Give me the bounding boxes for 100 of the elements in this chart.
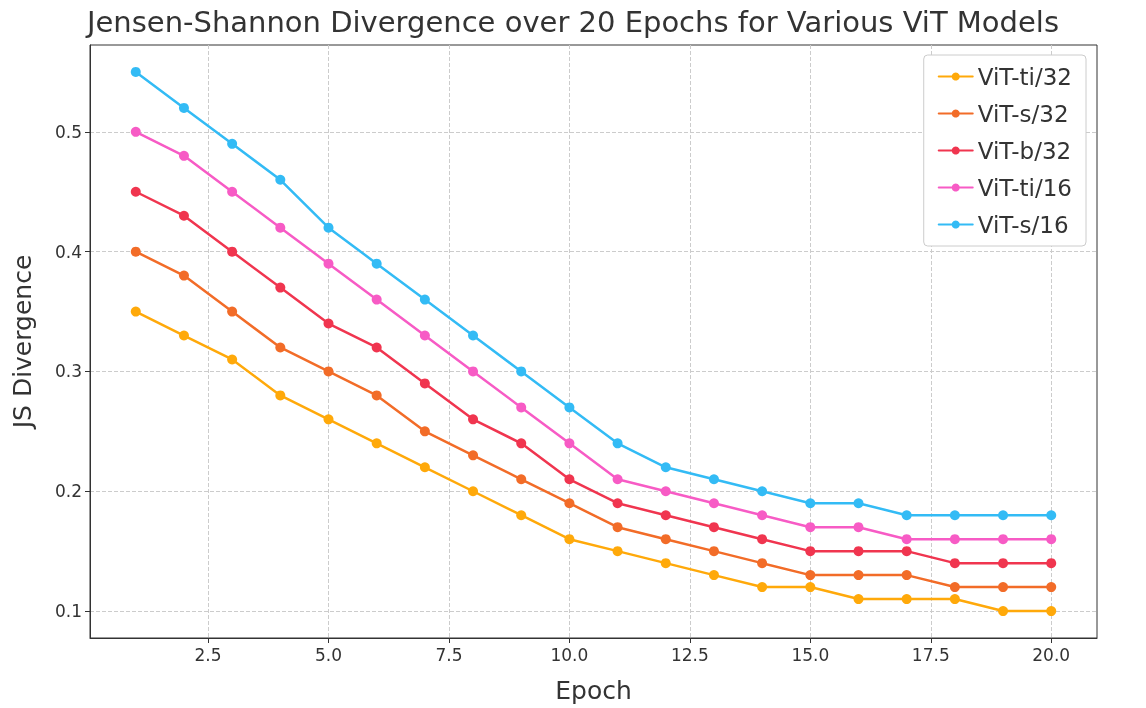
y-tick-label: 0.5 [54,121,82,142]
point [468,486,479,497]
point [227,138,238,149]
x-axis-title: Epoch [555,676,632,705]
point [419,378,430,389]
point [998,558,1009,569]
point [468,414,479,425]
point [708,498,719,509]
point [1046,510,1057,521]
legend-label: ViT-ti/16 [977,174,1072,201]
x-tick-label: 20.0 [1032,644,1071,665]
point [757,486,768,497]
y-tick-label: 0.1 [54,601,82,622]
point [468,366,479,377]
point [1046,606,1057,617]
y-tick-label: 0.3 [54,361,82,382]
point [949,510,960,521]
point [468,330,479,341]
point [227,354,238,365]
point [130,306,141,317]
point [323,258,334,269]
point [419,426,430,437]
point [901,546,912,557]
point [805,570,816,581]
x-tick-label: 17.5 [911,644,950,665]
point [805,498,816,509]
point [998,606,1009,617]
point [468,450,479,461]
point [660,486,671,497]
point [323,318,334,329]
point [853,522,864,533]
x-tick-label: 10.0 [550,644,589,665]
point [178,330,189,341]
legend-label: ViT-ti/32 [977,63,1072,90]
point [853,498,864,509]
point [275,222,286,233]
point [998,534,1009,545]
point [901,534,912,545]
point [178,210,189,221]
y-tick-label: 0.2 [54,481,82,502]
point [323,366,334,377]
point [130,186,141,197]
legend-label: ViT-b/32 [977,137,1072,164]
point [130,66,141,77]
point [612,546,623,557]
point [757,510,768,521]
legend-label: ViT-s/16 [977,211,1069,238]
point [612,438,623,449]
point [1046,558,1057,569]
x-tick-label: 15.0 [791,644,830,665]
point [419,462,430,473]
point [227,306,238,317]
point [660,462,671,473]
point [853,570,864,581]
point [660,558,671,569]
point [949,534,960,545]
point [323,414,334,425]
point [998,510,1009,521]
point [419,330,430,341]
point [901,570,912,581]
point [130,246,141,257]
point [516,474,527,485]
point [516,366,527,377]
point [901,594,912,605]
point [901,510,912,521]
point [130,126,141,137]
point [757,558,768,569]
point [708,474,719,485]
point [564,474,575,485]
point [998,582,1009,593]
point [516,510,527,521]
point [1046,534,1057,545]
point [564,498,575,509]
point [323,222,334,233]
point [419,294,430,305]
point [275,342,286,353]
x-tick-label: 5.0 [314,644,343,665]
point [275,174,286,185]
point [275,390,286,401]
point [708,546,719,557]
point [949,582,960,593]
point [178,150,189,161]
point [612,498,623,509]
x-tick-label: 7.5 [435,644,463,665]
point [660,510,671,521]
point [708,522,719,533]
point [757,582,768,593]
x-tick-label: 2.5 [194,644,222,665]
point [275,282,286,293]
point [564,534,575,545]
x-tick-label: 12.5 [670,644,709,665]
point [371,438,382,449]
point [371,390,382,401]
point [371,294,382,305]
point [371,258,382,269]
point [612,522,623,533]
point [805,582,816,593]
point [516,438,527,449]
point [564,438,575,449]
legend-label: ViT-s/32 [977,100,1069,127]
